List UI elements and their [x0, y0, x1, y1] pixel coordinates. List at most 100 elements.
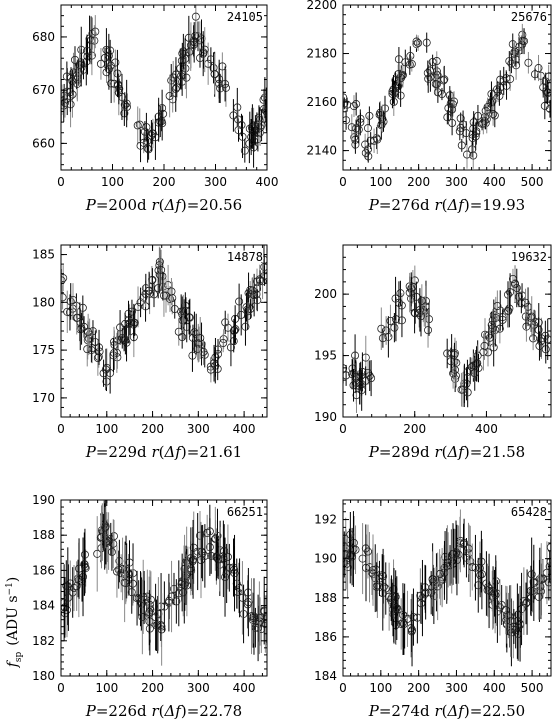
data-point: [199, 31, 208, 77]
data-point: [167, 64, 176, 97]
data-point: [343, 110, 351, 130]
data-point: [443, 110, 452, 125]
data-point: [259, 89, 267, 111]
data-point: [388, 78, 397, 105]
data-point: [524, 51, 533, 74]
data-point: [109, 519, 118, 569]
data-points: [343, 23, 551, 169]
data-point: [417, 284, 426, 318]
data-point: [449, 358, 458, 389]
data-point: [181, 38, 190, 80]
data-point: [396, 84, 405, 107]
data-point: [154, 277, 163, 299]
data-point: [179, 568, 188, 617]
y-tick-label: 184: [32, 599, 55, 613]
data-point: [90, 25, 99, 57]
data-point: [156, 609, 165, 642]
data-point: [112, 545, 121, 598]
data-point: [445, 86, 454, 105]
data-point: [397, 598, 406, 650]
y-tick-label: 200: [314, 287, 337, 301]
data-point: [428, 54, 437, 70]
data-point: [483, 97, 492, 117]
data-point: [124, 304, 133, 344]
data-point: [179, 33, 188, 69]
data-point: [371, 554, 380, 585]
data-points: [61, 500, 267, 666]
plot-frame: [342, 244, 552, 418]
data-point: [159, 104, 168, 124]
data-point: [260, 254, 267, 280]
data-point: [195, 48, 204, 68]
data-point: [140, 121, 149, 143]
data-point: [514, 593, 523, 636]
data-point: [214, 339, 223, 360]
data-point: [411, 302, 420, 324]
y-tick-label: 680: [32, 30, 55, 44]
data-point: [102, 28, 111, 72]
x-tick-label: 200: [407, 175, 430, 189]
data-point: [505, 51, 514, 72]
data-point: [210, 53, 219, 95]
x-tick-label: 400: [483, 681, 506, 695]
data-point: [99, 513, 108, 551]
data-point: [511, 265, 520, 302]
data-point: [195, 326, 204, 362]
data-point: [83, 34, 92, 68]
data-point: [203, 514, 212, 551]
data-point: [255, 581, 264, 655]
y-tick-label: 660: [32, 136, 55, 150]
data-point: [70, 564, 79, 612]
data-point: [540, 92, 549, 120]
data-point: [104, 33, 113, 78]
data-point: [464, 522, 473, 575]
data-point: [462, 140, 471, 169]
data-point: [229, 538, 238, 597]
data-point: [369, 534, 378, 606]
data-point: [468, 141, 477, 158]
data-point: [120, 543, 129, 623]
data-point: [169, 572, 178, 606]
data-point: [248, 277, 257, 304]
data-point: [379, 548, 388, 604]
data-point: [221, 66, 230, 102]
data-point: [343, 97, 352, 112]
x-tick-label: 400: [483, 175, 506, 189]
data-point: [77, 26, 86, 73]
data-point: [510, 43, 519, 65]
data-point: [364, 150, 373, 163]
data-point: [70, 46, 79, 74]
data-point: [182, 56, 191, 99]
data-point: [366, 132, 375, 150]
data-point: [126, 310, 135, 336]
data-points: [61, 5, 267, 168]
panel-caption: P=229d r(Δf)=21.61: [85, 443, 242, 461]
y-tick-label: 2200: [306, 0, 337, 12]
data-point: [101, 506, 110, 549]
panel-caption: P=274d r(Δf)=22.50: [368, 702, 525, 720]
x-tick-label: 400: [475, 422, 498, 436]
data-point: [61, 269, 66, 292]
data-point: [398, 583, 407, 647]
data-point: [78, 295, 87, 321]
data-point: [427, 571, 436, 615]
data-point: [207, 537, 216, 574]
data-point: [130, 309, 139, 336]
plot-frame: [60, 499, 268, 677]
y-tick-label: 186: [32, 563, 55, 577]
data-point: [521, 582, 530, 625]
data-point: [459, 523, 468, 565]
star-id-label: 24105: [227, 10, 263, 24]
y-tick-label: 184: [314, 669, 337, 683]
panel-caption: P=200d r(Δf)=20.56: [85, 196, 242, 214]
data-point: [414, 35, 423, 51]
data-point: [240, 138, 249, 163]
x-tick-label: 400: [233, 681, 256, 695]
data-point: [397, 303, 406, 338]
data-point: [260, 576, 267, 645]
data-point: [396, 280, 405, 306]
data-point: [379, 555, 388, 619]
data-point: [487, 311, 496, 339]
data-point: [471, 354, 480, 376]
